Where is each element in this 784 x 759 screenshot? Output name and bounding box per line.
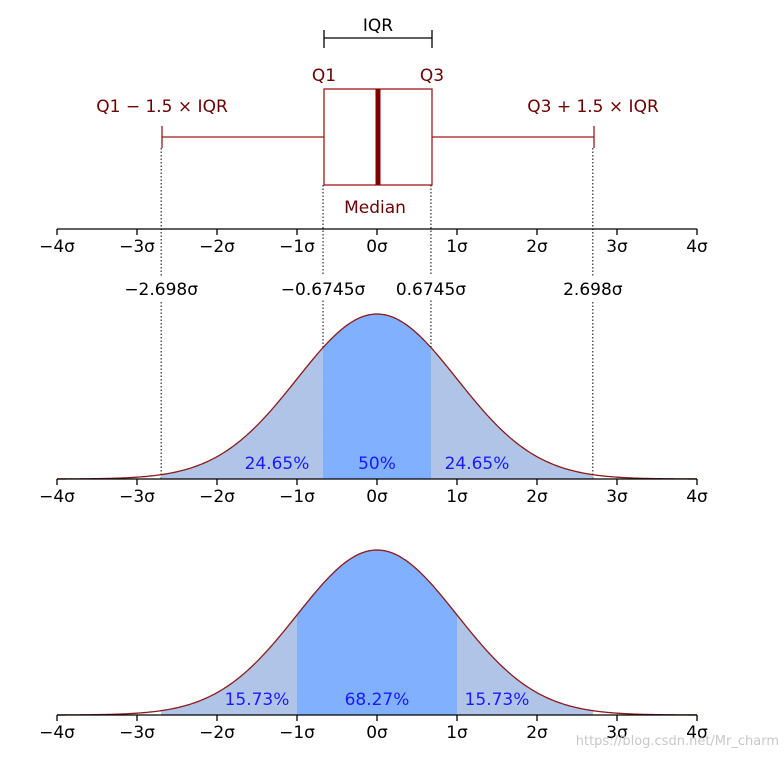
middle-tick-label-1: −3σ — [119, 487, 155, 507]
middle-axis: −4σ −3σ −2σ −1σ 0σ 1σ 2σ 3σ 4σ — [39, 478, 708, 507]
bottom-region-0 — [161, 614, 297, 715]
middle-tick-label-2: −2σ — [199, 487, 235, 507]
bottom-tick-label-7: 3σ — [606, 723, 628, 743]
top-tick-label-2: −2σ — [199, 237, 235, 257]
top-tick-label-7: 3σ — [606, 237, 628, 257]
quartile-label-1: −0.6745σ — [281, 280, 366, 300]
quartile-label-bg-3 — [546, 276, 639, 300]
top-tick-label-3: −1σ — [279, 237, 315, 257]
quartile-label-2: 0.6745σ — [396, 280, 466, 300]
bottom-tick-label-3: −1σ — [279, 723, 315, 743]
middle-curve — [57, 313, 697, 480]
bottom-percent-label-2: 15.73% — [465, 690, 530, 710]
middle-region-2 — [430, 347, 593, 479]
bottom-tick-label-4: 0σ — [366, 723, 388, 743]
bottom-axis: −4σ −3σ −2σ −1σ 0σ 1σ 2σ 3σ 4σ — [39, 714, 708, 743]
bottom-region-1 — [297, 550, 457, 715]
middle-tick-label-3: −1σ — [279, 487, 315, 507]
bottom-region-2 — [457, 614, 593, 715]
bottom-tick-label-5: 1σ — [446, 723, 468, 743]
top-tick-label-5: 1σ — [446, 237, 468, 257]
top-tick-label-8: 4σ — [686, 237, 708, 257]
bottom-curve — [57, 549, 697, 716]
quartile-label-bg-1 — [277, 276, 370, 300]
top-tick-label-4: 0σ — [366, 237, 388, 257]
middle-percent-label-0: 24.65% — [245, 454, 310, 474]
q1-label: Q1 — [312, 66, 336, 86]
watermark: https://blog.csdn.net/Mr_charm — [576, 734, 779, 749]
bottom-percent-label-0: 15.73% — [225, 690, 290, 710]
bottom-normal-curve: 15.73% 68.27% 15.73% — [57, 549, 697, 716]
bottom-tick-label-0: −4σ — [39, 723, 75, 743]
bottom-percent-label-1: 68.27% — [345, 690, 410, 710]
quartile-sigma-labels: −2.698σ −0.6745σ 0.6745σ 2.698σ — [115, 276, 639, 300]
median-label: Median — [344, 198, 406, 218]
middle-region-1 — [323, 314, 431, 479]
quartile-label-bg-0 — [115, 276, 208, 300]
boxplot: IQR Q1 Q3 Q1 − 1.5 × IQR Q3 + 1.5 × IQR … — [96, 16, 659, 218]
quartile-label-3: 2.698σ — [563, 280, 623, 300]
middle-tick-label-5: 1σ — [446, 487, 468, 507]
top-tick-label-0: −4σ — [39, 237, 75, 257]
top-axis: −4σ −3σ −2σ −1σ 0σ 1σ 2σ 3σ 4σ — [39, 228, 708, 257]
quartile-label-bg-2 — [384, 276, 477, 300]
middle-tick-label-4: 0σ — [366, 487, 388, 507]
middle-tick-label-7: 3σ — [606, 487, 628, 507]
bottom-tick-label-2: −2σ — [199, 723, 235, 743]
top-tick-label-1: −3σ — [119, 237, 155, 257]
middle-tick-label-0: −4σ — [39, 487, 75, 507]
bottom-tick-label-6: 2σ — [526, 723, 548, 743]
q3-label: Q3 — [420, 66, 444, 86]
middle-normal-curve: 24.65% 50% 24.65% — [57, 313, 697, 480]
middle-percent-label-2: 24.65% — [445, 454, 510, 474]
iqr-label: IQR — [363, 16, 393, 36]
quartile-label-0: −2.698σ — [124, 280, 198, 300]
middle-percent-label-1: 50% — [358, 454, 396, 474]
lower-whisker-label: Q1 − 1.5 × IQR — [96, 97, 228, 117]
middle-tick-label-6: 2σ — [526, 487, 548, 507]
middle-tick-label-8: 4σ — [686, 487, 708, 507]
middle-region-0 — [161, 347, 324, 479]
upper-whisker-label: Q3 + 1.5 × IQR — [527, 97, 659, 117]
bottom-tick-label-8: 4σ — [686, 723, 708, 743]
bottom-tick-label-1: −3σ — [119, 723, 155, 743]
top-tick-label-6: 2σ — [526, 237, 548, 257]
